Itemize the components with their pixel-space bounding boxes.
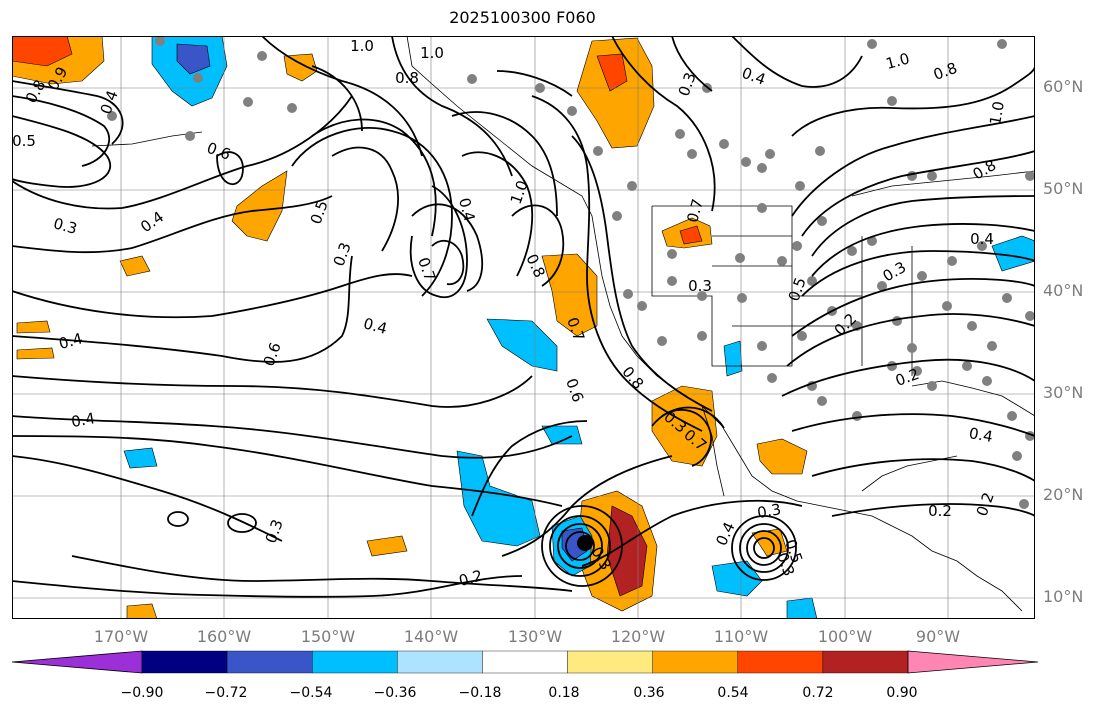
hurricane-eye-marker — [577, 535, 593, 551]
lon-label: 160°W — [196, 627, 252, 646]
lon-label: 130°W — [507, 627, 563, 646]
anomaly-patch-hawaii-blue — [456, 450, 541, 547]
contour-label: 0.4 — [70, 409, 97, 431]
map-panel: 0.9 0.8 0.4 0.5 1.0 1.0 0.8 0.6 0.3 0.4 … — [12, 36, 1035, 619]
lon-label: 100°W — [817, 627, 873, 646]
anomaly-patch-nw-core — [12, 36, 73, 67]
anomaly-patch-texas-blue — [723, 340, 743, 377]
colorbar-tick: 0.90 — [886, 685, 918, 701]
contour-label: 0.4 — [455, 196, 479, 224]
contour-label: 1.0 — [420, 44, 444, 62]
contour-label: 0.4 — [970, 230, 994, 248]
colorbar-tick: 0.36 — [633, 685, 665, 701]
anomaly-patch-alaska-darkblue — [176, 43, 211, 75]
contour-lines — [12, 36, 1035, 598]
contour-label: 0.8 — [395, 69, 419, 87]
colorbar-segment — [312, 650, 398, 674]
map-frame — [12, 36, 1035, 619]
contour-label: 0.2 — [928, 502, 952, 520]
colorbar-segment — [567, 650, 653, 674]
anomaly-patch-south-blue — [786, 597, 818, 619]
colorbar-segment — [652, 650, 738, 674]
anomaly-patch-pacific-blue-3 — [123, 447, 158, 469]
contour-label: 0.3 — [688, 277, 712, 295]
lon-label: 150°W — [300, 627, 356, 646]
contour-label: 1.0 — [884, 49, 912, 73]
anomaly-patch-hurricane-red — [606, 505, 648, 597]
contour-label: 0.7 — [683, 197, 707, 225]
lon-label: 90°W — [915, 627, 961, 646]
anomaly-patch-gulf-core — [596, 53, 628, 92]
anomaly-patch-pacific-orange-1 — [231, 170, 288, 242]
lon-label: 170°W — [93, 627, 149, 646]
contour-label: 0.3 — [756, 500, 783, 522]
colorbar-tick: −0.90 — [120, 685, 164, 701]
lat-label: 30°N — [1043, 383, 1084, 402]
anomaly-patch-gulf-orange — [576, 37, 655, 149]
colorbar-tick: 0.18 — [548, 685, 580, 701]
graticule — [12, 36, 1035, 619]
anomaly-patch-pacific-orange-2 — [119, 255, 151, 277]
lat-label: 40°N — [1043, 281, 1084, 300]
colorbar-tick: −0.54 — [289, 685, 333, 701]
colorbar-tick: −0.72 — [204, 685, 248, 701]
anomaly-patch-greatlakes-blue — [991, 235, 1035, 272]
contour-label: 0.4 — [57, 329, 85, 353]
colorbar-segment — [482, 650, 568, 674]
colorbar-segment — [737, 650, 824, 674]
anomaly-patch-pacific-orange-3 — [16, 320, 51, 334]
anomaly-patch-pacific-blue-2 — [541, 425, 583, 445]
contour-label: 0.4 — [968, 424, 995, 446]
colorbar-tick: −0.18 — [458, 685, 502, 701]
anomaly-patch-wcoast-orange — [541, 253, 598, 337]
lat-label: 50°N — [1043, 179, 1084, 198]
colorbar-extend-high — [907, 650, 1039, 674]
anomaly-patch-south-orange — [126, 603, 158, 619]
anomaly-patch-pacific-orange-4 — [16, 347, 55, 360]
anomaly-patch-mid-orange — [366, 535, 408, 557]
colorbar-extend-low — [11, 650, 143, 674]
map-canvas: 0.9 0.8 0.4 0.5 1.0 1.0 0.8 0.6 0.3 0.4 … — [12, 36, 1035, 619]
lat-label: 60°N — [1043, 77, 1084, 96]
anomaly-patch-pacific-blue-1 — [486, 318, 558, 372]
colorbar-segment — [397, 650, 483, 674]
lon-label: 140°W — [403, 627, 459, 646]
contour-label: 1.0 — [986, 100, 1008, 127]
anomaly-patch-idaho-core — [679, 225, 703, 245]
lon-label: 110°W — [713, 627, 769, 646]
anomaly-patch-mexico-orange — [756, 438, 808, 475]
map-title: 2025100300 F060 — [449, 8, 596, 27]
contour-label: 0.2 — [457, 566, 485, 590]
lon-label: 120°W — [610, 627, 666, 646]
colorbar-tick: 0.72 — [802, 685, 834, 701]
lat-label: 20°N — [1043, 485, 1084, 504]
shaded-anomalies — [12, 36, 1035, 619]
contour-label: 0.3 — [51, 214, 79, 238]
contour-label: 0.4 — [361, 314, 389, 338]
contour-label: 1.0 — [350, 37, 374, 55]
colorbar-segment — [141, 650, 228, 674]
colorbar — [11, 650, 1039, 674]
colorbar-tick: −0.36 — [373, 685, 417, 701]
contour-label: 0.5 — [12, 132, 36, 150]
lat-label: 10°N — [1043, 587, 1084, 606]
colorbar-tick: 0.54 — [717, 685, 749, 701]
colorbar-segment — [226, 650, 313, 674]
anomaly-patch-alaska-orange — [283, 53, 318, 82]
colorbar-segment — [822, 650, 909, 674]
